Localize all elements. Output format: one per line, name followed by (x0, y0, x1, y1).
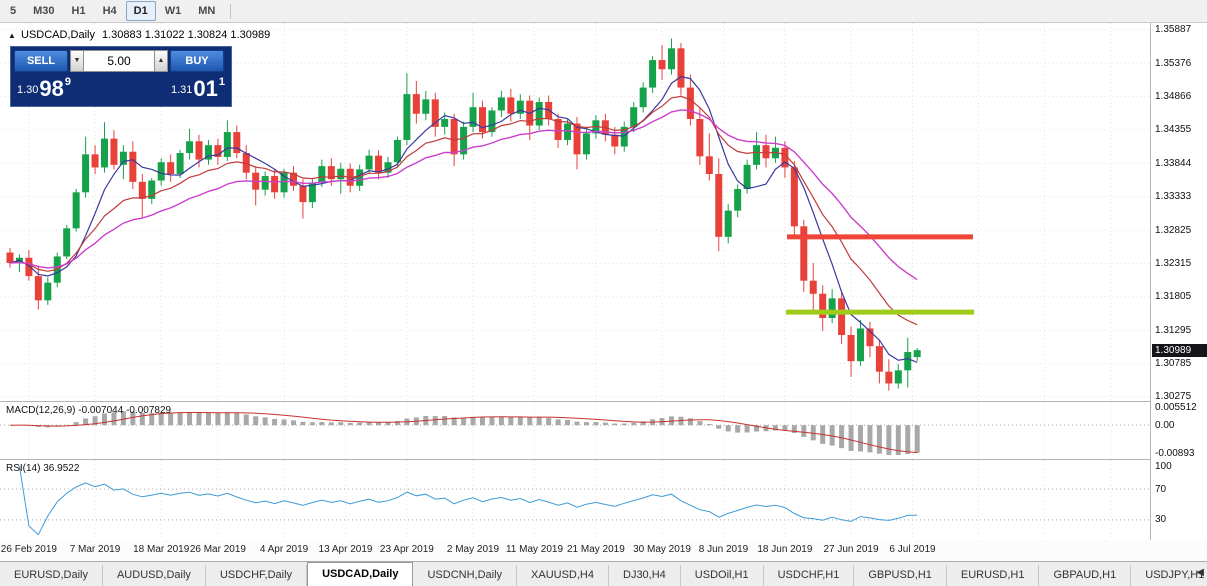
chart-tab-USDCAD-Daily[interactable]: USDCAD,Daily (307, 562, 414, 586)
macd-scale-label: 0.00 (1155, 419, 1175, 431)
timeframe-button-D1[interactable]: D1 (125, 1, 156, 21)
chart-ohlc-values: 1.30883 1.31022 1.30824 1.30989 (101, 29, 271, 41)
price-scale-label: 1.33844 (1155, 157, 1192, 169)
macd-indicator-label: MACD(12,26,9) -0.007044 -0.007829 (6, 405, 172, 416)
tab-scroll-left-icon[interactable]: ◀ (1196, 567, 1204, 578)
time-axis-label: 2 May 2019 (446, 544, 500, 555)
price-scale-label: 1.31805 (1155, 291, 1192, 303)
timeframe-button-5[interactable]: 5 (10, 5, 17, 17)
price-scale-label: 1.30275 (1155, 391, 1192, 403)
bid-price-prefix: 1.30 (17, 84, 39, 96)
time-axis-label: 7 Mar 2019 (69, 544, 121, 555)
macd-signal-line (9, 412, 918, 454)
time-axis-label: 6 Jul 2019 (889, 544, 936, 555)
macd-panel-svg[interactable] (0, 402, 1150, 459)
ma-fast (9, 76, 918, 363)
time-axis-label: 4 Apr 2019 (259, 544, 309, 555)
moving-averages-layer (9, 76, 918, 363)
time-axis-label: 18 Jun 2019 (757, 544, 813, 555)
price-scale[interactable]: 1.35887 1.35376 1.34866 1.34355 1.33844 1.333… (1150, 23, 1207, 540)
chart-title: USDCAD,Daily 1.30883 1.31022 1.30824 1.30… (21, 29, 270, 41)
oneclick-collapse-icon[interactable]: ▲ (8, 31, 16, 40)
volume-decrease-button[interactable]: ▼ (70, 50, 84, 72)
price-scale-label: 1.34866 (1155, 90, 1192, 102)
sell-button[interactable]: SELL (14, 50, 68, 72)
one-click-trading-panel: SELL ▼ ▲ BUY 1.30 98 9 1.31 01 1 (10, 46, 232, 107)
volume-increase-button[interactable]: ▲ (154, 50, 168, 72)
time-axis-label: 11 May 2019 (505, 544, 564, 555)
ma-slow (9, 109, 918, 281)
time-axis-label: 26 Feb 2019 (0, 544, 57, 555)
price-scale-label: 1.30785 (1155, 358, 1192, 369)
price-scale-label: 1.35376 (1155, 57, 1192, 69)
time-axis-label: 8 Jun 2019 (698, 544, 749, 555)
price-scale-label: 1.34355 (1155, 124, 1192, 136)
price-scale-label: 1.31295 (1155, 324, 1192, 336)
chart-tab-DJ30-H4[interactable]: DJ30,H4 (609, 565, 681, 586)
buy-button[interactable]: BUY (170, 50, 224, 72)
macd-separator[interactable] (0, 401, 1207, 402)
ma-mid (9, 95, 918, 326)
main-chart-svg[interactable] (0, 23, 1150, 401)
ask-price-big-digits: 01 (193, 76, 218, 101)
chart-tab-GBPUSD-H1[interactable]: GBPUSD,H1 (854, 565, 947, 586)
rsi-scale-label: 70 (1155, 483, 1167, 495)
macd-scale-label: -0.00893 (1155, 448, 1195, 460)
macd-scale-label: 0.005512 (1155, 401, 1197, 413)
chart-symbol-label: USDCAD,Daily (21, 29, 95, 41)
chart-tab-XAUUSD-H4[interactable]: XAUUSD,H4 (517, 565, 609, 586)
chart-tab-USDCHF-Daily[interactable]: USDCHF,Daily (205, 565, 308, 586)
price-scale-label: 1.32825 (1155, 224, 1192, 236)
price-scale-label: 1.33333 (1155, 191, 1192, 203)
chart-tab-USDCNH-Daily[interactable]: USDCNH,Daily (413, 565, 518, 586)
chart-tab-AUDUSD-Daily[interactable]: AUDUSD,Daily (102, 565, 206, 586)
timeframe-button-H1[interactable]: H1 (71, 5, 86, 17)
chart-tab-GBPAUD-H1[interactable]: GBPAUD,H1 (1039, 565, 1132, 586)
timeframe-button-M30[interactable]: M30 (33, 5, 55, 17)
time-axis-label: 26 Mar 2019 (189, 544, 246, 555)
ask-price-prefix: 1.31 (170, 84, 193, 96)
rsi-scale-label: 100 (1155, 460, 1172, 472)
volume-input[interactable] (84, 50, 154, 72)
chart-tab-USDJPY-H1[interactable]: USDJPY,H1 (1131, 565, 1207, 586)
toolbar-separator (230, 3, 232, 19)
chart-tab-EURUSD-Daily[interactable]: EURUSD,Daily (0, 565, 103, 586)
chart-tab-USDOil-H1[interactable]: USDOil,H1 (680, 565, 764, 586)
rsi-line (18, 465, 918, 536)
timeframe-button-H4[interactable]: H4 (102, 5, 117, 17)
current-price-badge: 1.30989 (1152, 343, 1207, 357)
chart-tab-bar: EURUSD,Daily AUDUSD,Daily USDCHF,Daily USDC… (0, 561, 1207, 586)
time-axis[interactable]: 26 Feb 2019 7 Mar 2019 18 Mar 2019 26 Mar 2… (0, 540, 1207, 561)
timeframe-button-MN[interactable]: MN (198, 5, 216, 17)
time-axis-label: 23 Apr 2019 (379, 544, 434, 555)
time-axis-label: 30 May 2019 (633, 544, 691, 555)
time-axis-label: 13 Apr 2019 (318, 544, 373, 555)
ask-price: 1.31 01 1 (171, 75, 225, 103)
time-axis-label: 21 May 2019 (566, 544, 625, 555)
macd-grid-layer (0, 402, 1150, 459)
bid-price-pipette: 9 (64, 76, 72, 88)
bid-price: 1.30 98 9 (17, 75, 71, 103)
bid-price-big-digits: 98 (39, 76, 64, 101)
price-scale-label: 1.32315 (1155, 257, 1192, 269)
price-scale-label: 1.35887 (1155, 24, 1192, 35)
chart-tab-USDCHF-H1[interactable]: USDCHF,H1 (763, 565, 855, 586)
chart-tab-EURUSD-H1[interactable]: EURUSD,H1 (946, 565, 1040, 586)
timeframe-toolbar: 5 M30 H1 H4 D1 W1 MN (0, 0, 1207, 23)
trend-lines-layer[interactable] (786, 234, 974, 315)
time-axis-label: 27 Jun 2019 (823, 544, 879, 555)
time-axis-label: 18 Mar 2019 (133, 544, 190, 555)
rsi-separator[interactable] (0, 459, 1207, 460)
rsi-panel-svg[interactable] (0, 460, 1150, 540)
timeframe-button-W1[interactable]: W1 (164, 5, 182, 17)
ask-price-pipette: 1 (218, 76, 225, 88)
rsi-grid-layer (0, 460, 1150, 540)
rsi-indicator-label: RSI(14) 36.9522 (6, 463, 80, 474)
rsi-scale-label: 30 (1155, 514, 1167, 526)
